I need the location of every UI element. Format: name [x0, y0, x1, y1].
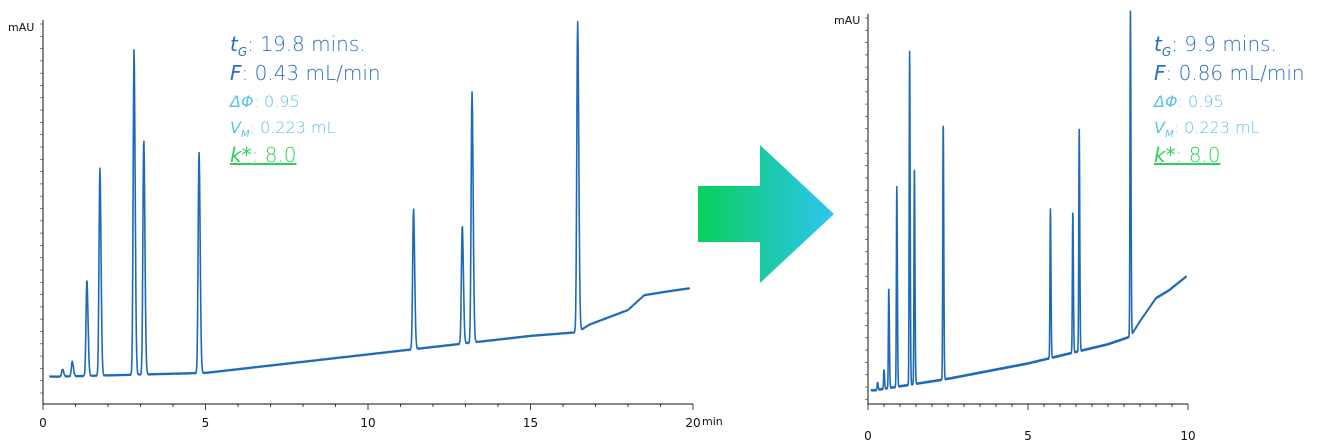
- x-tick-label: 10: [360, 416, 375, 430]
- annotation-dphi: ΔΦ: 0.95: [228, 92, 300, 111]
- x-tick-label: 0: [864, 429, 872, 443]
- annotation-tg: tG: 19.8 mins.: [230, 32, 366, 59]
- annotation-f-text: : 0.86 mL/min: [1166, 61, 1305, 85]
- y-axis-label: mAU: [834, 14, 860, 27]
- annotation-block: tG: 9.9 mins. F: 0.86 mL/min ΔΦ: 0.95 VM…: [1152, 32, 1305, 167]
- chart-right: 0 5 10 mAU tG: 9.9 mins. F: 0.86 mL/min ΔΦ…: [834, 10, 1305, 443]
- annotation-tg-symbol: t: [1154, 32, 1163, 56]
- annotation-f: F: 0.86 mL/min: [1154, 61, 1305, 85]
- annotation-k-text: : 8.0: [1176, 143, 1221, 167]
- y-axis-label: mAU: [8, 21, 34, 34]
- chromatogram-trace: [870, 10, 1188, 392]
- annotation-k-text: : 8.0: [252, 143, 297, 167]
- annotation-tg: tG: 9.9 mins.: [1154, 32, 1277, 59]
- annotation-vm: VM: 0.223 mL: [1154, 118, 1260, 140]
- x-tick-label: 10: [1180, 429, 1195, 443]
- annotation-tg-subscript: G: [1162, 45, 1171, 59]
- annotation-vm-symbol: V: [230, 118, 242, 137]
- x-tick-label: 20: [685, 416, 700, 430]
- y-minor-ticks: [865, 17, 868, 400]
- x-tick-label: 5: [202, 416, 210, 430]
- annotation-vm-subscript: M: [241, 129, 250, 140]
- annotation-tg-text: : 9.9 mins.: [1171, 32, 1277, 56]
- arrow-right-icon: [698, 145, 834, 283]
- annotation-dphi-symbol: ΔΦ: [1152, 92, 1178, 111]
- annotation-k: k*: 8.0: [230, 143, 297, 167]
- annotation-f: F: 0.43 mL/min: [230, 61, 381, 85]
- annotation-tg-text: : 19.8 mins.: [247, 32, 365, 56]
- annotation-vm-symbol: V: [1154, 118, 1166, 137]
- annotation-tg-subscript: G: [238, 45, 247, 59]
- annotation-k-symbol: k*: [1154, 143, 1176, 167]
- x-tick-label: 0: [39, 416, 47, 430]
- annotation-dphi: ΔΦ: 0.95: [1152, 92, 1224, 111]
- annotation-vm-text: : 0.223 mL: [1174, 118, 1260, 137]
- annotation-tg-symbol: t: [230, 32, 239, 56]
- annotation-k: k*: 8.0: [1154, 143, 1221, 167]
- annotation-block: tG: 19.8 mins. F: 0.43 mL/min ΔΦ: 0.95 V…: [228, 32, 381, 167]
- annotation-dphi-symbol: ΔΦ: [228, 92, 254, 111]
- x-ticks: 0 5 10: [864, 404, 1196, 443]
- annotation-dphi-text: : 0.95: [254, 92, 300, 111]
- annotation-vm-subscript: M: [1165, 129, 1174, 140]
- annotation-f-text: : 0.43 mL/min: [242, 61, 381, 85]
- annotation-f-symbol: F: [230, 61, 242, 85]
- chart-left: 0 5 10 15 20 mAU min tG: 19.8 mins. F: 0.43 …: [8, 20, 723, 430]
- y-minor-ticks: [40, 23, 43, 394]
- x-tick-label: 5: [1024, 429, 1032, 443]
- x-ticks: 0 5 10 15 20: [39, 404, 701, 430]
- annotation-vm-text: : 0.223 mL: [250, 118, 336, 137]
- annotation-dphi-text: : 0.95: [1178, 92, 1224, 111]
- annotation-vm: VM: 0.223 mL: [230, 118, 336, 140]
- x-tick-label: 15: [523, 416, 538, 430]
- chromatogram-trace: [48, 20, 691, 378]
- x-axis-label: min: [702, 415, 723, 428]
- annotation-k-symbol: k*: [230, 143, 252, 167]
- annotation-f-symbol: F: [1154, 61, 1166, 85]
